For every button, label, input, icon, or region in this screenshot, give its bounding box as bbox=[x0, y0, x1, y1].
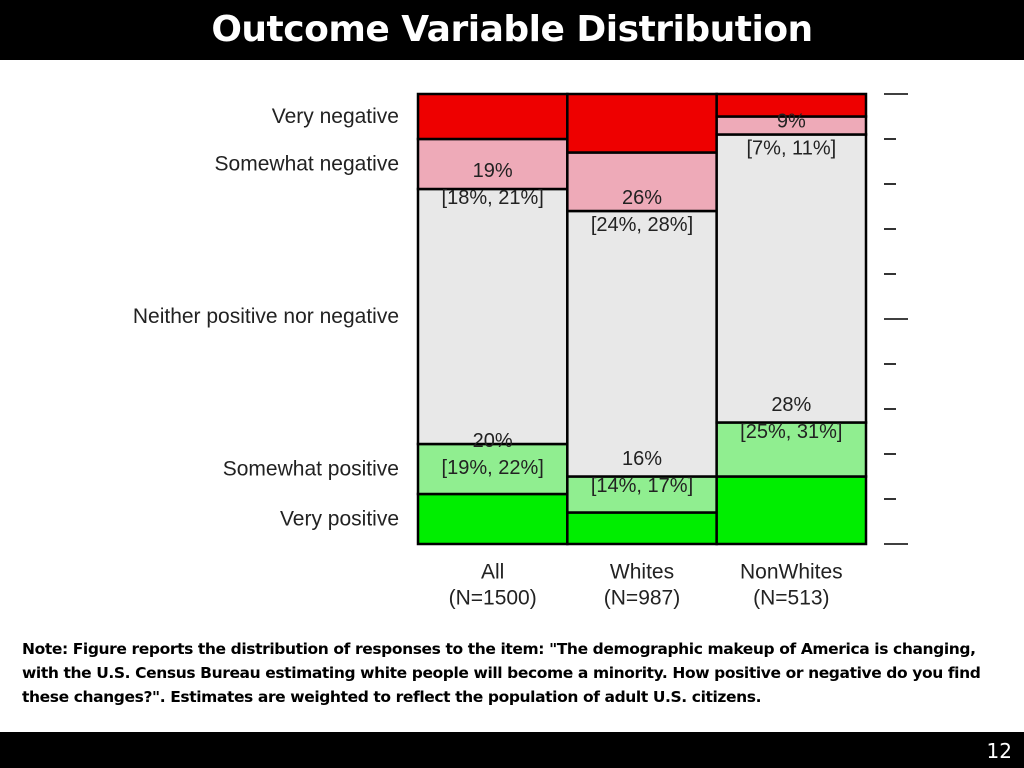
category-label-nonwhites: NonWhites bbox=[740, 561, 843, 584]
figure-note: Note: Figure reports the distribution of… bbox=[22, 640, 981, 706]
annotation-value-0: 19% bbox=[473, 160, 513, 182]
footer-bar: 12 bbox=[0, 732, 1024, 768]
segment-all-neither-positive-nor-negative bbox=[416, 187, 569, 446]
segment-all-very-positive bbox=[416, 492, 569, 546]
category-label-all: All bbox=[481, 561, 504, 584]
segment-nonwhites-very-positive bbox=[715, 475, 868, 546]
row-label-somewhat-positive: Somewhat positive bbox=[223, 458, 399, 481]
segment-whites-very-positive bbox=[566, 511, 718, 546]
annotation-interval-0: [18%, 21%] bbox=[442, 187, 544, 209]
annotation-value-3: 16% bbox=[622, 448, 662, 470]
row-label-very-negative: Very negative bbox=[272, 105, 399, 128]
annotation-value-1: 20% bbox=[473, 430, 513, 452]
row-label-somewhat-negative: Somewhat negative bbox=[215, 153, 399, 176]
row-label-neither-positive-nor-negative: Neither positive nor negative bbox=[133, 305, 399, 328]
segment-nonwhites-somewhat-positive bbox=[715, 421, 868, 478]
annotation-interval-2: [24%, 28%] bbox=[591, 214, 693, 236]
category-n-nonwhites: (N=513) bbox=[753, 587, 829, 610]
annotation-value-2: 26% bbox=[622, 187, 662, 209]
category-n-all: (N=1500) bbox=[449, 587, 537, 610]
segment-whites-very-negative bbox=[566, 92, 718, 154]
annotation-interval-1: [19%, 22%] bbox=[442, 457, 544, 479]
row-label-very-positive: Very positive bbox=[280, 508, 399, 531]
segment-nonwhites-neither-positive-nor-negative bbox=[715, 133, 868, 424]
annotation-interval-3: [14%, 17%] bbox=[591, 475, 693, 497]
segment-whites-neither-positive-nor-negative bbox=[566, 209, 718, 478]
annotation-value-4: 9% bbox=[777, 111, 806, 133]
title-bar: Outcome Variable Distribution bbox=[0, 0, 1024, 60]
category-n-whites: (N=987) bbox=[604, 587, 680, 610]
category-label-whites: Whites bbox=[610, 561, 674, 584]
page-number: 12 bbox=[986, 739, 1012, 763]
segment-nonwhites-very-negative bbox=[715, 92, 868, 118]
segment-all-very-negative bbox=[416, 92, 569, 141]
annotation-interval-5: [25%, 31%] bbox=[740, 421, 842, 443]
annotation-value-5: 28% bbox=[771, 394, 811, 416]
annotation-interval-4: [7%, 11%] bbox=[746, 138, 836, 160]
slide-title: Outcome Variable Distribution bbox=[211, 9, 813, 50]
mosaic-chart: Very positive Somewhat positive Neither po… bbox=[133, 92, 908, 610]
